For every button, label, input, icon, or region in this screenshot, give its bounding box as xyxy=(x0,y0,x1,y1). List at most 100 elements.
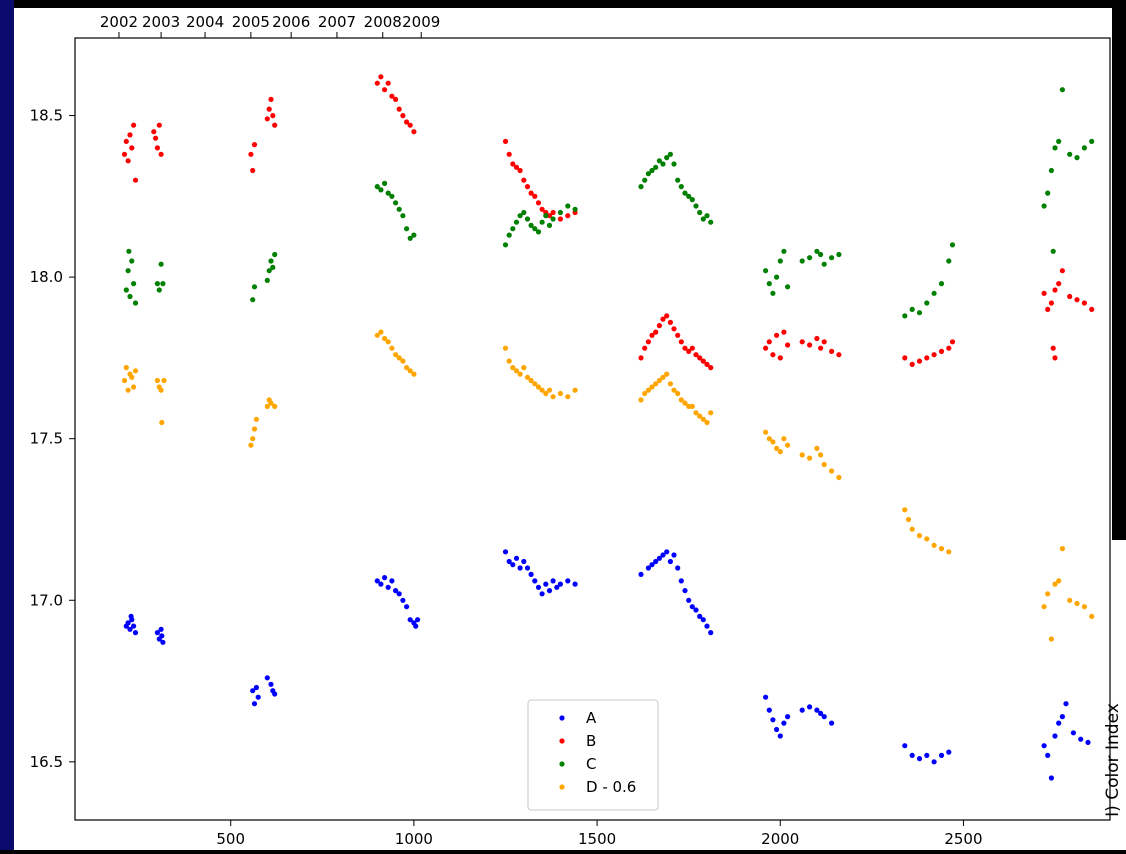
data-point xyxy=(700,216,706,222)
data-point xyxy=(653,558,659,565)
data-point xyxy=(126,248,132,254)
data-point xyxy=(774,445,780,451)
data-point xyxy=(127,626,133,632)
data-point xyxy=(931,759,937,765)
data-point xyxy=(374,578,380,584)
data-point xyxy=(396,206,402,212)
data-point xyxy=(1089,138,1095,144)
top-tick-label: 2003 xyxy=(142,13,180,31)
data-point xyxy=(704,623,710,629)
data-point xyxy=(799,452,805,458)
data-point xyxy=(814,248,820,254)
data-point xyxy=(704,213,710,219)
data-point xyxy=(785,284,791,290)
top-tick-label: 2007 xyxy=(318,13,356,31)
data-point xyxy=(774,332,780,338)
data-point xyxy=(572,206,578,212)
data-point xyxy=(546,213,553,219)
data-point xyxy=(1089,613,1095,620)
data-point xyxy=(1074,297,1080,303)
data-point xyxy=(268,258,274,264)
data-point xyxy=(704,361,710,367)
data-point xyxy=(506,358,512,364)
data-point xyxy=(125,387,131,393)
data-point xyxy=(506,558,512,565)
data-point xyxy=(946,258,952,264)
data-point xyxy=(682,588,688,594)
data-point xyxy=(1045,306,1051,312)
data-point xyxy=(675,332,681,338)
data-point xyxy=(154,145,160,151)
legend-box xyxy=(527,699,659,811)
legend-label: B xyxy=(586,732,596,750)
legend-marker xyxy=(559,715,565,721)
data-point xyxy=(156,122,162,128)
data-point xyxy=(125,158,131,164)
data-point xyxy=(393,352,399,358)
data-point xyxy=(404,365,410,371)
data-point xyxy=(502,242,509,248)
data-point xyxy=(517,565,523,571)
data-point xyxy=(385,339,391,345)
data-point xyxy=(763,694,769,700)
data-point xyxy=(396,355,402,361)
data-point xyxy=(121,377,128,384)
data-point xyxy=(763,429,769,435)
data-point xyxy=(700,617,706,623)
data-point xyxy=(535,584,542,590)
data-point xyxy=(671,387,677,393)
data-point xyxy=(550,216,556,222)
data-point xyxy=(656,555,663,561)
data-point xyxy=(506,232,512,238)
data-point xyxy=(264,277,270,283)
data-point xyxy=(415,617,421,623)
data-point xyxy=(1056,138,1062,144)
data-point xyxy=(400,113,406,119)
data-point xyxy=(656,323,663,329)
data-point xyxy=(524,216,531,222)
data-point xyxy=(382,335,388,342)
data-point xyxy=(671,161,677,167)
data-point xyxy=(836,352,842,358)
data-point xyxy=(902,355,908,361)
data-point xyxy=(404,226,410,232)
data-point xyxy=(1059,546,1065,552)
data-point xyxy=(949,339,956,345)
data-point xyxy=(807,704,813,710)
data-point xyxy=(931,542,937,548)
data-point xyxy=(1041,203,1047,209)
data-point xyxy=(1059,87,1065,93)
data-point xyxy=(678,339,684,345)
data-point xyxy=(154,281,160,287)
data-point xyxy=(517,213,523,219)
data-point xyxy=(693,203,699,209)
data-point xyxy=(916,533,923,539)
data-point xyxy=(393,96,399,102)
data-point xyxy=(407,122,413,128)
data-point xyxy=(1089,306,1095,312)
data-point xyxy=(818,452,824,458)
data-point xyxy=(154,377,160,384)
data-point xyxy=(546,222,553,228)
data-point xyxy=(924,355,930,361)
legend-label: D - 0.6 xyxy=(586,778,636,796)
data-point xyxy=(154,630,160,636)
data-point xyxy=(393,200,399,206)
data-point xyxy=(689,345,695,351)
data-point xyxy=(389,93,395,99)
data-point xyxy=(268,96,274,102)
data-point xyxy=(938,348,945,354)
data-point xyxy=(1048,300,1054,306)
data-point xyxy=(524,565,531,571)
data-point xyxy=(550,578,556,584)
data-point xyxy=(248,442,254,448)
x-tick-label: 2000 xyxy=(761,830,799,848)
data-point xyxy=(385,190,391,196)
data-point xyxy=(123,365,129,371)
data-point xyxy=(649,562,655,568)
data-point xyxy=(909,306,915,312)
data-point xyxy=(766,707,772,713)
data-point xyxy=(539,219,545,225)
data-point xyxy=(382,87,388,93)
data-point xyxy=(1059,714,1065,720)
